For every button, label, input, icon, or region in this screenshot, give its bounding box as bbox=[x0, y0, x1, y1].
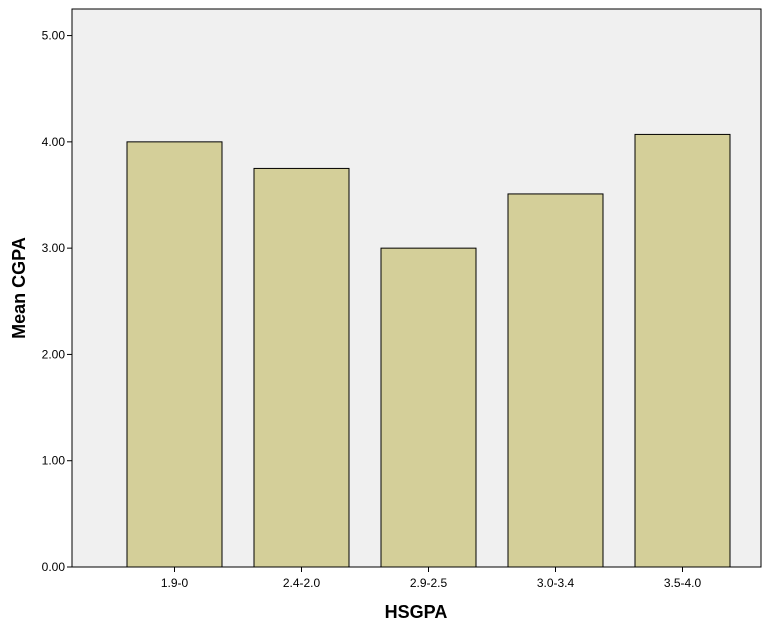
x-tick-label: 1.9-0 bbox=[161, 576, 189, 590]
bar bbox=[253, 167, 350, 568]
bar bbox=[380, 247, 477, 568]
y-tick-label: 5.00 bbox=[42, 29, 66, 43]
y-tick-label: 2.00 bbox=[42, 347, 66, 361]
x-tick-label: 3.0-3.4 bbox=[537, 576, 575, 590]
x-tick-label: 2.9-2.5 bbox=[410, 576, 448, 590]
bars bbox=[126, 133, 731, 568]
x-tick-label: 2.4-2.0 bbox=[283, 576, 321, 590]
y-axis-title: Mean CGPA bbox=[9, 237, 29, 339]
y-axis: 0.00 1.00 2.00 3.00 4.00 5.00 bbox=[42, 9, 73, 574]
x-axis-title: HSGPA bbox=[385, 602, 448, 622]
bar bbox=[507, 193, 604, 568]
y-tick-label: 4.00 bbox=[42, 135, 66, 149]
y-tick-label: 1.00 bbox=[42, 454, 66, 468]
y-tick-label: 3.00 bbox=[42, 241, 66, 255]
x-axis: 1.9-0 2.4-2.0 2.9-2.5 3.0-3.4 3.5-4.0 bbox=[72, 566, 761, 590]
bar bbox=[126, 141, 223, 568]
y-tick-label: 0.00 bbox=[42, 560, 66, 574]
bar bbox=[634, 133, 731, 568]
x-tick-label: 3.5-4.0 bbox=[664, 576, 702, 590]
